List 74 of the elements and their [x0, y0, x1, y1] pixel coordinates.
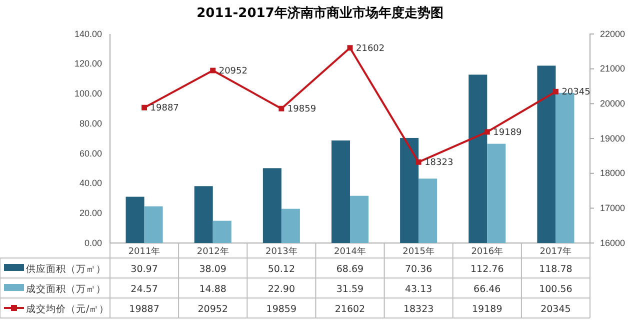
legend-label: 成交均价（元/㎡） — [26, 303, 110, 315]
x-tick-label: 2012年 — [196, 246, 229, 257]
legend-label: 成交面积（万㎡） — [26, 283, 106, 295]
text: 21602 — [356, 44, 385, 54]
data-label: 66.46 — [474, 284, 501, 295]
x-tick-label: 2014年 — [334, 246, 366, 257]
y-tick-label: 140.00 — [74, 28, 102, 39]
y2-tick-label: 22000 — [600, 28, 626, 39]
y2-tick-label: 17000 — [600, 203, 626, 214]
legend-label: 供应面积（万㎡） — [26, 263, 106, 275]
y2-tick-label: 21000 — [600, 64, 626, 74]
point — [347, 45, 353, 51]
y-tick-label: 20.00 — [79, 208, 102, 218]
x-tick-label: 2017年 — [540, 246, 572, 257]
y-tick-label: 100.00 — [74, 88, 102, 99]
data-label: 100.56 — [539, 284, 572, 295]
data-label: 18323 — [403, 304, 434, 315]
bar — [537, 66, 556, 243]
point — [484, 129, 490, 135]
text: 19887 — [150, 104, 179, 114]
point — [552, 88, 558, 94]
text: 19189 — [493, 128, 522, 138]
chart-title: 2011-2017年济南市商业市场年度走势图 — [196, 5, 444, 21]
bar — [212, 220, 232, 243]
y2-tick-label: 18000 — [600, 168, 626, 178]
data-label: 30.97 — [130, 264, 158, 275]
data-label: 21602 — [334, 304, 366, 315]
point — [210, 68, 216, 74]
data-label: 38.09 — [199, 264, 226, 275]
data-label: 20345 — [540, 304, 571, 315]
bar — [194, 186, 213, 243]
data-label: 43.13 — [404, 284, 432, 295]
bar — [144, 206, 163, 243]
data-label: 112.76 — [470, 264, 504, 275]
bar — [331, 140, 350, 243]
data-label: 20952 — [198, 304, 228, 315]
data-label: 70.36 — [404, 264, 432, 275]
text: 20345 — [562, 88, 590, 98]
point — [416, 159, 422, 165]
x-tick-label: 2013年 — [265, 246, 298, 257]
bar — [418, 178, 438, 243]
y-tick-label: 120.00 — [74, 58, 102, 69]
data-label: 19189 — [472, 304, 502, 315]
point — [142, 104, 148, 110]
x-tick-label: 2016年 — [471, 246, 504, 257]
bar — [468, 74, 488, 243]
y-tick-label: 80.00 — [79, 118, 102, 128]
data-label: 14.88 — [199, 284, 226, 295]
bar — [400, 138, 419, 243]
text: 18323 — [424, 158, 454, 168]
data-label: 31.59 — [336, 284, 364, 295]
y-tick-label: 0.00 — [84, 238, 102, 248]
x-tick-label: 2015年 — [402, 246, 435, 257]
data-label: 50.12 — [268, 264, 296, 275]
data-label: 19859 — [266, 304, 297, 315]
text: 20952 — [218, 66, 248, 77]
bar — [487, 144, 506, 243]
bar — [281, 208, 300, 243]
y2-tick-label: 19000 — [600, 133, 626, 144]
point — [278, 106, 284, 112]
data-label: 24.57 — [130, 284, 158, 295]
data-label: 68.69 — [336, 264, 364, 275]
y-tick-label: 60.00 — [79, 148, 102, 158]
data-label: 118.78 — [539, 264, 572, 275]
text: 19859 — [287, 104, 316, 115]
bar — [126, 196, 144, 243]
data-label: 19887 — [129, 304, 160, 315]
y2-tick-label: 16000 — [600, 238, 626, 248]
data-label: 22.90 — [268, 284, 296, 295]
bar — [262, 168, 282, 243]
y-tick-label: 40.00 — [79, 178, 102, 188]
bar — [350, 196, 369, 243]
x-tick-label: 2011年 — [128, 246, 160, 257]
y2-tick-label: 20000 — [600, 98, 626, 109]
